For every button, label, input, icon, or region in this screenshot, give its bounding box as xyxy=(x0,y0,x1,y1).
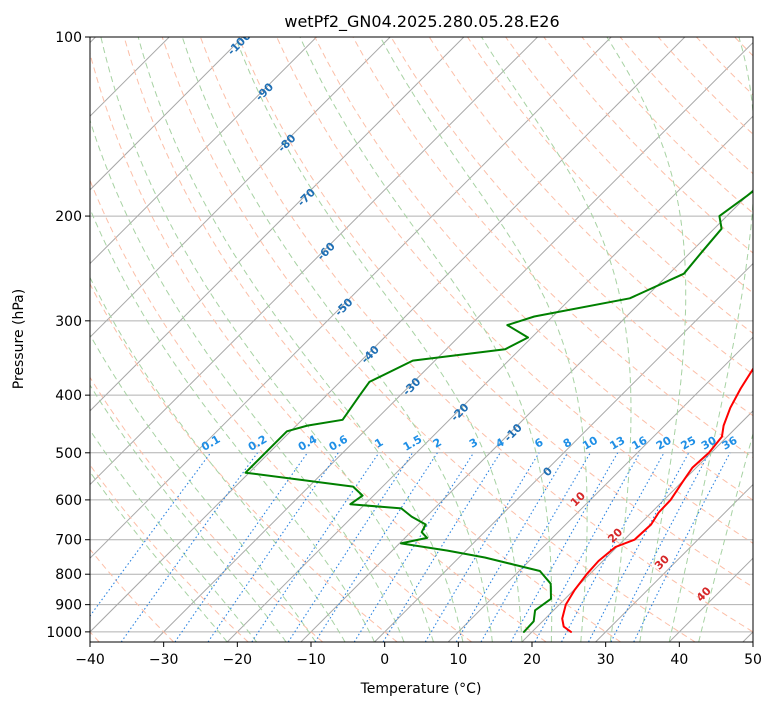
isotherm--80 xyxy=(90,37,391,338)
y-tick-label: 400 xyxy=(55,388,82,404)
moist-adiabat xyxy=(90,207,375,642)
y-tick-label: 100 xyxy=(55,30,82,46)
chart-title: wetPf2_GN04.2025.280.05.28.E26 xyxy=(284,12,559,32)
moist-adiabat xyxy=(90,333,317,642)
dry-adiabat xyxy=(238,37,753,588)
grid-layer xyxy=(90,37,753,642)
dry-adiabat xyxy=(90,179,473,642)
series-line-1 xyxy=(244,189,753,633)
dry-adiabat xyxy=(428,37,753,375)
y-axis-label: Pressure (hPa) xyxy=(11,289,27,389)
dry-adiabat xyxy=(90,464,249,642)
moist-adiabat xyxy=(668,37,753,642)
dry-adiabat xyxy=(276,37,753,544)
plot-frame xyxy=(89,36,754,643)
moist-adiabat xyxy=(90,384,287,642)
x-tick-label: 10 xyxy=(449,652,467,668)
dry-adiabat xyxy=(90,51,547,642)
series-layer xyxy=(244,189,753,633)
x-tick-label: 0 xyxy=(380,652,389,668)
moist-adiabat xyxy=(90,470,228,642)
dry-adiabat xyxy=(352,37,753,459)
y-tick-label: 600 xyxy=(55,493,82,509)
y-tick-label: 800 xyxy=(55,567,82,583)
moist-adiabat xyxy=(606,37,687,642)
mixing-ratio-line xyxy=(120,452,258,642)
x-tick-label: 20 xyxy=(523,652,541,668)
isotherm--40 xyxy=(90,37,686,633)
moist-adiabat xyxy=(698,432,753,642)
moist-adiabat xyxy=(481,37,632,642)
y-tick-label: 300 xyxy=(55,314,82,330)
isotherm--30 xyxy=(153,41,753,642)
mixing-ratio-line xyxy=(287,452,414,642)
x-tick-label: 40 xyxy=(670,652,688,668)
mixing-ratio-line xyxy=(510,452,619,642)
mixing-ratio-line xyxy=(90,452,212,617)
dry-adiabat xyxy=(90,376,324,642)
mixing-ratio-line xyxy=(174,452,308,642)
isotherm--70 xyxy=(90,37,465,412)
series-line-0 xyxy=(561,367,753,633)
x-tick-label: −40 xyxy=(75,652,105,668)
dry-adiabat xyxy=(123,37,621,642)
dry-adiabat xyxy=(467,37,753,335)
dry-adiabat xyxy=(161,37,696,642)
axis-layer: −40 −30 −20 −10 0 10 20 30 40 50 100 200 300 400 500 60… xyxy=(46,30,762,668)
isotherm-0 xyxy=(374,262,753,642)
mixing-ratio-line xyxy=(480,452,591,642)
moist-adiabat xyxy=(90,429,258,642)
moist-adiabat xyxy=(299,37,553,642)
moist-adiabat xyxy=(181,37,493,642)
moist-adiabat xyxy=(379,37,588,642)
isotherm-30 xyxy=(595,483,753,642)
y-tick-label: 700 xyxy=(55,533,82,549)
moist-adiabat xyxy=(137,37,464,642)
moist-adiabat xyxy=(90,118,405,642)
y-tick-label: 900 xyxy=(55,598,82,614)
mixing-ratio-line xyxy=(207,452,339,642)
mixing-ratio-line xyxy=(534,452,641,642)
x-tick-label: −10 xyxy=(296,652,326,668)
mixing-ratio-line xyxy=(588,452,690,642)
mixing-ratio-line xyxy=(251,452,380,642)
dry-adiabat xyxy=(314,37,753,501)
y-tick-label: 200 xyxy=(55,209,82,225)
dry-adiabat xyxy=(199,37,753,633)
x-tick-label: 30 xyxy=(597,652,615,668)
isotherm--60 xyxy=(90,37,538,486)
moist-adiabat xyxy=(90,276,346,642)
y-tick-label: 500 xyxy=(55,446,82,462)
y-tick-label: 1000 xyxy=(46,625,82,641)
x-axis-label: Temperature (°C) xyxy=(360,681,482,697)
isotherm--90 xyxy=(90,37,317,265)
dry-adiabat xyxy=(90,282,398,642)
x-tick-label: −20 xyxy=(223,652,253,668)
mixing-ratio-line xyxy=(314,452,438,642)
x-tick-label: −30 xyxy=(149,652,179,668)
isotherm--100 xyxy=(90,37,244,191)
isotherm--50 xyxy=(90,37,612,559)
dry-adiabat xyxy=(390,37,753,417)
isotherm--20 xyxy=(226,115,753,642)
moist-adiabat xyxy=(234,37,523,642)
x-tick-label: 50 xyxy=(744,652,762,668)
mixing-ratio-line xyxy=(610,452,710,642)
isotherm--10 xyxy=(300,189,753,642)
mixing-ratio-line xyxy=(353,452,475,642)
